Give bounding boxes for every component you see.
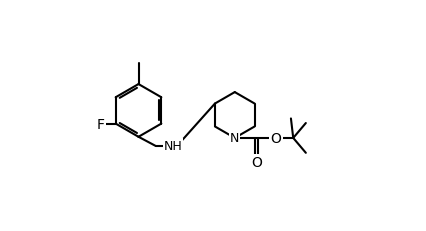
Text: O: O: [251, 156, 262, 170]
Text: F: F: [97, 117, 105, 131]
Text: NH: NH: [164, 140, 182, 153]
Text: N: N: [230, 132, 239, 145]
Text: O: O: [271, 131, 282, 145]
